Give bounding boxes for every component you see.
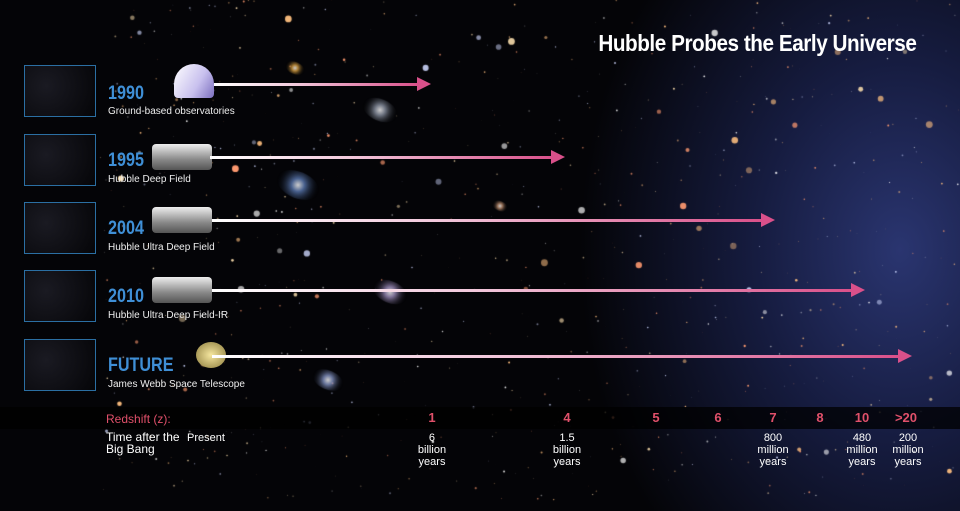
time-value: 6 billion years	[417, 432, 447, 468]
hubble-telescope-icon	[152, 144, 212, 170]
row-year: 1990	[108, 83, 144, 104]
page-title: Hubble Probes the Early Universe	[597, 30, 917, 56]
time-present: Present	[187, 432, 225, 444]
redshift-band	[0, 407, 960, 429]
arrow-1995	[210, 150, 565, 164]
redshift-value: 10	[854, 410, 870, 425]
time-value: 800 million years	[757, 432, 789, 468]
row-desc: Hubble Ultra Deep Field-IR	[108, 310, 229, 321]
time-value: 480 million years	[846, 432, 878, 468]
row-year: FUTURE	[108, 355, 174, 376]
field-thumbnail	[24, 270, 96, 322]
hubble-telescope-icon	[152, 277, 212, 303]
time-value: 1.5 billion years	[552, 432, 582, 468]
arrow-future	[212, 349, 912, 363]
observatory-dome-icon	[174, 64, 214, 98]
row-desc: Hubble Ultra Deep Field	[108, 242, 215, 253]
redshift-value: 1	[428, 410, 436, 425]
redshift-value: >20	[894, 410, 918, 425]
redshift-value: 8	[816, 410, 824, 425]
row-desc: Hubble Deep Field	[108, 174, 191, 185]
field-thumbnail	[24, 65, 96, 117]
row-desc: James Webb Space Telescope	[108, 379, 245, 390]
row-year: 1995	[108, 150, 144, 171]
arrow-1990	[214, 77, 431, 91]
time-label: Time after the Big Bang	[106, 430, 180, 456]
field-thumbnail	[24, 202, 96, 254]
redshift-label: Redshift (z):	[106, 412, 171, 426]
hubble-telescope-icon	[152, 207, 212, 233]
time-value: 200 million years	[892, 432, 924, 468]
redshift-value: 4	[563, 410, 571, 425]
arrow-2010	[212, 283, 865, 297]
field-thumbnail	[24, 134, 96, 186]
redshift-value: 7	[769, 410, 777, 425]
redshift-value: 5	[652, 410, 660, 425]
row-year: 2010	[108, 286, 144, 307]
field-thumbnail	[24, 339, 96, 391]
redshift-value: 6	[714, 410, 722, 425]
arrow-2004	[212, 213, 775, 227]
row-desc: Ground-based observatories	[108, 106, 235, 117]
row-year: 2004	[108, 218, 144, 239]
